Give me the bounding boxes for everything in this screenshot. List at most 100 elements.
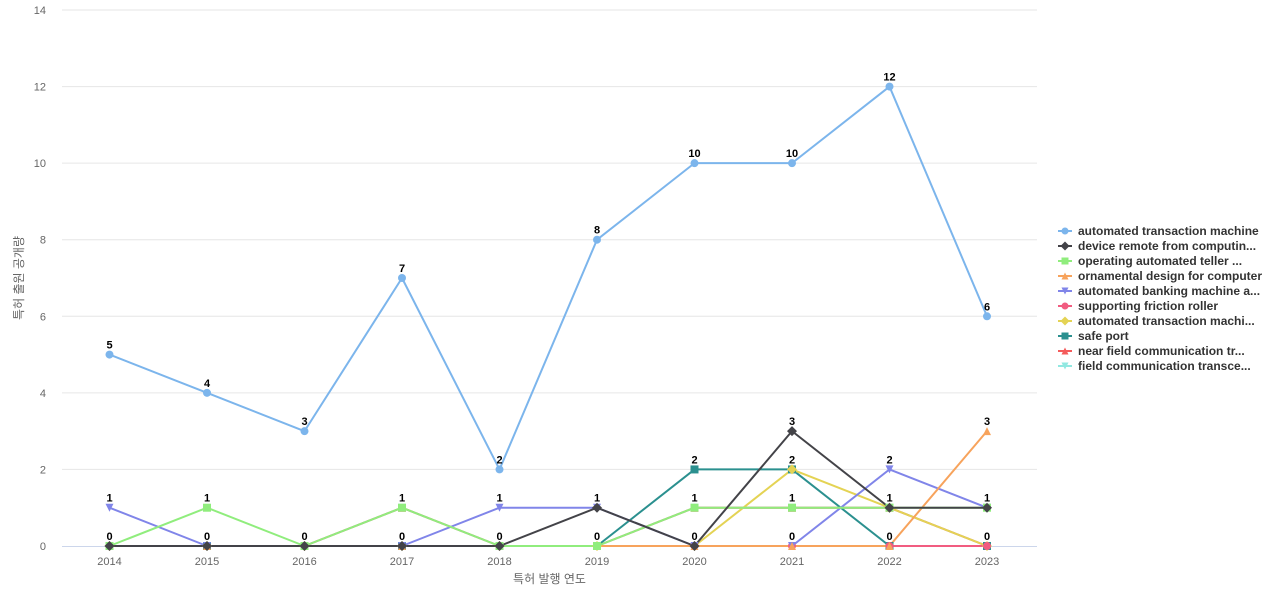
y-tick-label: 4 <box>40 388 46 400</box>
legend-item[interactable]: ornamental design for computer <box>1058 269 1262 283</box>
series-point <box>982 502 992 513</box>
data-label: 2 <box>789 454 795 466</box>
legend-item[interactable]: device remote from computin... <box>1058 239 1256 253</box>
legend-label: safe port <box>1078 329 1129 343</box>
y-tick-label: 14 <box>34 5 46 17</box>
series-point <box>787 426 797 437</box>
y-axis-ticks: 0 2 4 6 8 10 12 14 <box>34 5 46 553</box>
data-label: 12 <box>883 72 895 84</box>
series-point <box>495 465 504 474</box>
series-point <box>690 503 699 512</box>
x-axis-title: 특허 발행 연도 <box>513 571 586 586</box>
data-label: 4 <box>204 378 211 390</box>
data-label: 1 <box>204 493 210 505</box>
legend-marker-icon <box>1061 362 1069 370</box>
x-tick-label: 2022 <box>877 556 901 568</box>
data-label: 5 <box>106 340 112 352</box>
y-tick-label: 6 <box>40 311 46 323</box>
data-label: 0 <box>691 531 697 543</box>
series-point <box>398 503 406 512</box>
legend-marker-icon <box>1061 257 1069 265</box>
data-label: 1 <box>106 493 112 505</box>
x-axis-ticks: 2014 2015 2016 2017 2018 2019 2020 2021 2022 2023 <box>97 556 999 568</box>
series-point <box>885 465 894 474</box>
series-point <box>884 502 895 513</box>
series-line <box>109 85 988 471</box>
series-point <box>983 542 991 550</box>
data-label: 0 <box>399 531 405 543</box>
data-label: 0 <box>594 531 600 543</box>
data-label: 1 <box>886 493 892 505</box>
series-point <box>983 427 991 436</box>
data-label: 0 <box>886 531 892 543</box>
x-tick-label: 2016 <box>292 556 316 568</box>
legend-marker-icon <box>1061 332 1069 340</box>
data-label: 3 <box>984 416 990 428</box>
legend-item[interactable]: near field communication tr... <box>1058 344 1245 358</box>
y-tick-label: 10 <box>34 158 46 170</box>
series-point <box>788 542 796 550</box>
series-point <box>397 541 407 551</box>
data-label: 1 <box>691 493 697 505</box>
legend-marker-icon <box>1061 272 1069 280</box>
data-label: 3 <box>789 416 795 428</box>
series-point <box>299 541 310 551</box>
series-point <box>203 388 211 397</box>
data-label: 0 <box>106 531 112 543</box>
data-label: 7 <box>399 263 405 275</box>
legend-item[interactable]: field communication transce... <box>1058 359 1251 373</box>
x-tick-label: 2023 <box>975 556 999 568</box>
data-label: 2 <box>691 454 697 466</box>
series-point <box>593 542 601 550</box>
legend-label: operating automated teller ... <box>1078 254 1242 268</box>
legend-marker-icon <box>1061 302 1069 310</box>
legend-item[interactable]: automated transaction machine <box>1058 224 1259 238</box>
data-label: 1 <box>496 493 502 505</box>
series-point <box>983 312 991 321</box>
y-tick-label: 0 <box>40 541 46 553</box>
series-markers <box>104 82 992 551</box>
data-label: 3 <box>301 416 307 428</box>
series-line <box>109 506 987 547</box>
series-point <box>787 464 797 475</box>
legend-marker-icon <box>1061 227 1069 235</box>
legend-item[interactable]: automated banking machine a... <box>1058 284 1260 298</box>
series-point <box>202 541 212 551</box>
data-label: 2 <box>496 454 502 466</box>
series-point <box>690 465 699 474</box>
series-point <box>788 503 796 512</box>
series-point <box>495 503 504 512</box>
legend-marker-icon <box>1061 287 1069 295</box>
x-tick-label: 2021 <box>780 556 804 568</box>
y-axis-title: 특허 출원 공개량 <box>12 236 26 320</box>
legend-item[interactable]: safe port <box>1058 329 1129 343</box>
legend-label: automated banking machine a... <box>1078 284 1260 298</box>
series-point <box>105 350 114 359</box>
data-label: 10 <box>688 148 700 160</box>
series-point <box>494 541 505 551</box>
data-label: 1 <box>984 493 990 505</box>
legend-item[interactable]: operating automated teller ... <box>1058 254 1242 268</box>
data-label: 0 <box>301 531 307 543</box>
legend-label: automated transaction machi... <box>1078 314 1255 328</box>
series-point <box>592 502 602 513</box>
y-tick-label: 2 <box>40 464 46 476</box>
data-label: 0 <box>789 531 795 543</box>
series-point <box>689 541 700 551</box>
data-label: 2 <box>886 454 892 466</box>
series-point <box>300 427 309 436</box>
legend-item[interactable]: automated transaction machi... <box>1058 314 1255 328</box>
data-label: 1 <box>594 493 600 505</box>
data-label: 0 <box>496 531 502 543</box>
data-label: 6 <box>984 301 990 313</box>
series-point <box>398 274 406 282</box>
series-point <box>105 503 114 512</box>
chart-gridlines <box>62 9 1037 470</box>
legend-item[interactable]: supporting friction roller <box>1058 299 1218 313</box>
series-lines <box>109 85 988 547</box>
data-label: 1 <box>789 493 795 505</box>
x-tick-label: 2014 <box>97 556 121 568</box>
series-point <box>104 541 115 551</box>
series-point <box>885 82 894 91</box>
